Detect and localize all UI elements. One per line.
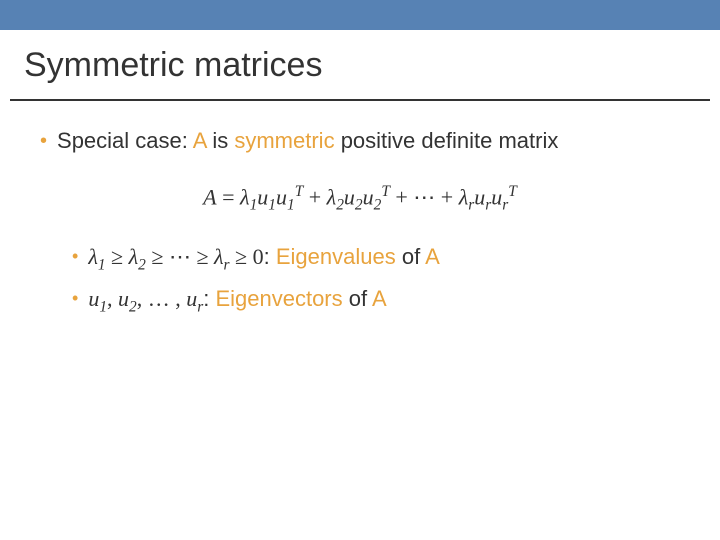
sub1-i2: 2 bbox=[138, 256, 146, 273]
sub1-A: A bbox=[425, 244, 440, 269]
bullet-icon: • bbox=[72, 243, 78, 269]
sub1-ge3: ≥ bbox=[196, 244, 214, 269]
f-t1-T: T bbox=[295, 183, 304, 200]
f-t1-uTi: 1 bbox=[287, 197, 295, 214]
bullet-icon: • bbox=[72, 285, 78, 311]
f-t1-uT: u bbox=[276, 184, 287, 209]
sub2-colon: : bbox=[203, 286, 215, 311]
f-tr-uT: u bbox=[491, 184, 502, 209]
sub2-i1: 1 bbox=[99, 299, 107, 316]
f-tr-u: u bbox=[474, 184, 485, 209]
f-t2-uT: u bbox=[363, 184, 374, 209]
main-bullet: • Special case: A is symmetric positive … bbox=[40, 127, 680, 155]
sub1-ge0: ≥ 0 bbox=[230, 244, 264, 269]
slide-title: Symmetric matrices bbox=[0, 30, 720, 99]
f-plus3: + bbox=[441, 184, 459, 209]
f-dots: ⋯ bbox=[413, 184, 441, 209]
formula-lhs: A bbox=[203, 184, 216, 209]
sub-bullet-list: • λ1 ≥ λ2 ≥ ⋯ ≥ λr ≥ 0: Eigenvalues of A… bbox=[68, 243, 680, 322]
text-symmetric: symmetric bbox=[234, 128, 334, 153]
f-tr-T: T bbox=[508, 183, 517, 200]
sub2-label: Eigenvectors bbox=[215, 286, 342, 311]
sub2-text: u1, u2, … , ur: Eigenvectors of A bbox=[88, 285, 386, 321]
sub1-i1: 1 bbox=[98, 256, 106, 273]
sub-bullet-1: • λ1 ≥ λ2 ≥ ⋯ ≥ λr ≥ 0: Eigenvalues of A bbox=[68, 243, 680, 279]
sub1-lr: λ bbox=[214, 244, 224, 269]
sub1-math: λ1 ≥ λ2 ≥ ⋯ ≥ λr ≥ 0 bbox=[88, 244, 263, 269]
f-t2-u: u bbox=[344, 184, 355, 209]
text-prefix: Special case: bbox=[57, 128, 193, 153]
sub1-dots: ⋯ bbox=[169, 244, 197, 269]
sub2-c1: , bbox=[107, 286, 118, 311]
f-t1-u: u bbox=[257, 184, 268, 209]
f-t2-l: λ bbox=[327, 184, 337, 209]
bullet-icon: • bbox=[40, 127, 47, 155]
slide-content: • Special case: A is symmetric positive … bbox=[0, 101, 720, 322]
f-tr-l: λ bbox=[459, 184, 469, 209]
header-bar bbox=[0, 0, 720, 30]
formula-eq: = bbox=[217, 184, 240, 209]
f-plus1: + bbox=[303, 184, 326, 209]
f-plus2: + bbox=[390, 184, 413, 209]
f-t1-l: λ bbox=[240, 184, 250, 209]
sub1-of: of bbox=[396, 244, 425, 269]
sub1-ge1: ≥ bbox=[106, 244, 129, 269]
formula: A = λ1u1u1T + λ2u2u2T + ⋯ + λrururT bbox=[40, 183, 680, 215]
f-t2-li: 2 bbox=[336, 197, 344, 214]
sub2-ur: u bbox=[186, 286, 197, 311]
sub2-math: u1, u2, … , ur bbox=[88, 286, 203, 311]
text-mid: is bbox=[206, 128, 234, 153]
sub2-i2: 2 bbox=[129, 299, 137, 316]
sub1-colon: : bbox=[264, 244, 276, 269]
sub2-of: of bbox=[343, 286, 372, 311]
text-suffix: positive definite matrix bbox=[335, 128, 559, 153]
sub1-l2: λ bbox=[129, 244, 139, 269]
sub2-u2: u bbox=[118, 286, 129, 311]
sub1-l1: λ bbox=[88, 244, 98, 269]
sub1-text: λ1 ≥ λ2 ≥ ⋯ ≥ λr ≥ 0: Eigenvalues of A bbox=[88, 243, 439, 279]
sub2-dots: , … , bbox=[137, 286, 187, 311]
sub-bullet-2: • u1, u2, … , ur: Eigenvectors of A bbox=[68, 285, 680, 321]
f-t1-ui: 1 bbox=[268, 197, 276, 214]
sub1-label: Eigenvalues bbox=[276, 244, 396, 269]
text-A: A bbox=[193, 128, 206, 153]
f-t2-T: T bbox=[381, 183, 390, 200]
main-bullet-text: Special case: A is symmetric positive de… bbox=[57, 127, 558, 155]
sub1-ge2: ≥ bbox=[146, 244, 169, 269]
sub2-A: A bbox=[372, 286, 387, 311]
sub2-u1: u bbox=[88, 286, 99, 311]
f-t2-ui: 2 bbox=[355, 197, 363, 214]
